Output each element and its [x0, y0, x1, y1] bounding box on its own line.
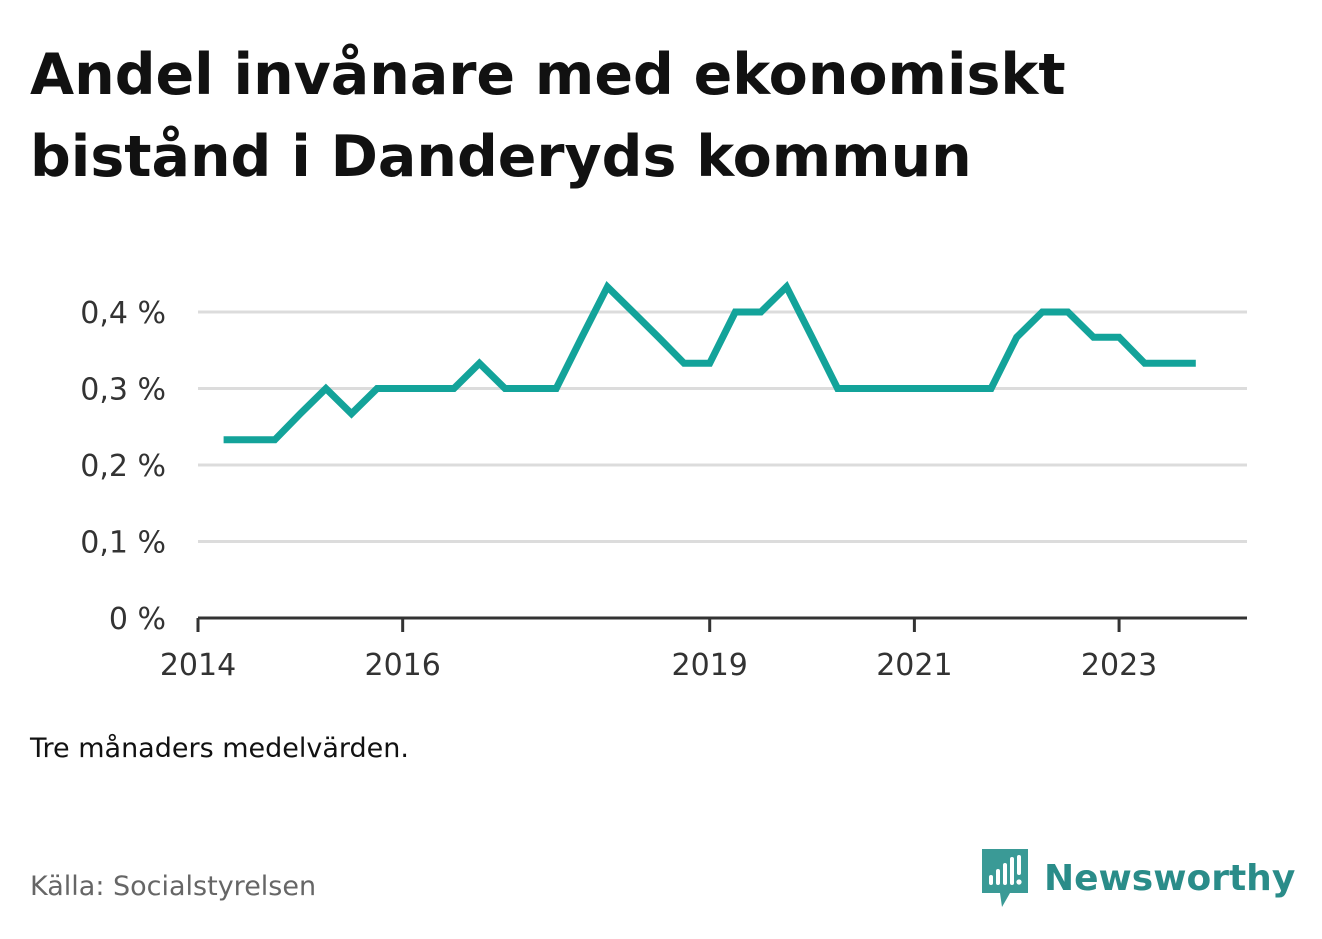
- chart-title-line-2: bistånd i Danderyds kommun: [30, 124, 972, 190]
- brand-name: Newsworthy: [1044, 857, 1296, 899]
- series-line: [223, 280, 1196, 444]
- x-tick-label: 2014: [160, 648, 236, 683]
- chart-note: Tre månaders medelvärden.: [30, 733, 409, 764]
- x-tick-label: 2016: [365, 648, 441, 683]
- brand-logo: Newsworthy: [980, 846, 1295, 910]
- chart-title-line-1: Andel invånare med ekonomiskt: [30, 42, 1066, 108]
- y-tick-label: 0 %: [109, 602, 166, 637]
- y-tick-label: 0,1 %: [80, 526, 166, 561]
- y-tick-label: 0,3 %: [80, 373, 166, 408]
- x-tick-label: 2019: [672, 648, 748, 683]
- x-tick-label: 2023: [1081, 648, 1157, 683]
- newsworthy-logo-icon: [982, 849, 1028, 907]
- y-tick-label: 0,2 %: [80, 449, 166, 484]
- chart-title: Andel invånare med ekonomiskt bistånd i …: [30, 34, 1280, 198]
- source-credit: Källa: Socialstyrelsen: [30, 871, 317, 902]
- y-tick-label: 0,4 %: [80, 296, 166, 331]
- x-tick-label: 2021: [876, 648, 952, 683]
